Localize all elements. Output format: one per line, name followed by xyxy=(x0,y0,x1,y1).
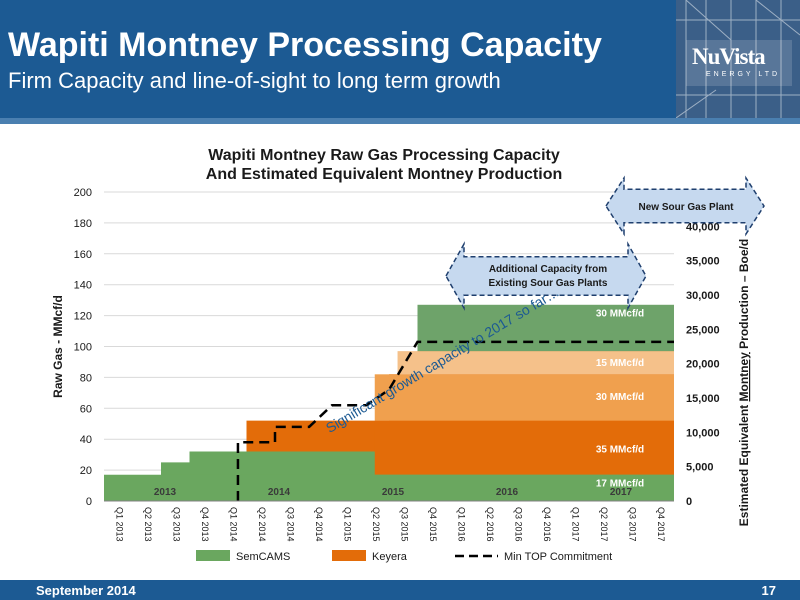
additional-capacity-label-1: Additional Capacity from xyxy=(489,264,607,275)
x-tick-label: Q4 2014 xyxy=(314,507,324,542)
y2-tick-label: 40,000 xyxy=(686,221,720,233)
y-tick-label: 60 xyxy=(80,403,92,415)
y2-tick-label: 0 xyxy=(686,496,692,508)
y2-axis-title-part: Production – Boe/d xyxy=(737,239,751,352)
x-tick-label: Q2 2015 xyxy=(371,507,381,542)
y-tick-label: 0 xyxy=(86,496,92,508)
y-tick-label: 80 xyxy=(80,372,92,384)
x-tick-label: Q2 2016 xyxy=(485,507,495,542)
plant-photo xyxy=(676,0,800,118)
y-tick-label: 20 xyxy=(80,465,92,477)
y2-tick-label: 10,000 xyxy=(686,427,720,439)
y2-tick-label: 30,000 xyxy=(686,290,720,302)
slide-footer: September 2014 17 xyxy=(0,580,800,600)
x-tick-label: Q2 2014 xyxy=(257,507,267,542)
footer-date: September 2014 xyxy=(36,583,136,598)
additional-capacity-label-2: Existing Sour Gas Plants xyxy=(489,278,608,289)
additional-capacity-arrow xyxy=(445,241,647,311)
x-tick-label: Q3 2013 xyxy=(171,507,181,542)
x-tick-label: Q1 2017 xyxy=(570,507,580,542)
year-label: 2015 xyxy=(382,487,405,498)
x-tick-label: Q1 2016 xyxy=(456,507,466,542)
capacity-chart: Wapiti Montney Raw Gas Processing Capaci… xyxy=(51,147,765,563)
y2-tick-label: 25,000 xyxy=(686,324,720,336)
band-label-17: 17 MMcf/d xyxy=(596,478,644,489)
x-tick-label: Q3 2017 xyxy=(627,507,637,542)
y2-axis-title: Estimated Equivalent Montney Production … xyxy=(737,239,751,526)
y-axis-title: Raw Gas - MMcf/d xyxy=(51,295,65,398)
legend-label-top: Min TOP Commitment xyxy=(504,551,612,563)
x-tick-label: Q4 2013 xyxy=(200,507,210,542)
new-sour-gas-arrow xyxy=(605,175,765,237)
slide-title: Wapiti Montney Processing Capacity xyxy=(8,26,602,64)
future-band-30 xyxy=(374,374,674,421)
y-tick-label: 140 xyxy=(74,280,92,292)
chart-area: Wapiti Montney Raw Gas Processing Capaci… xyxy=(0,124,800,578)
logo-text: NuVista xyxy=(692,44,766,69)
x-tick-label: Q3 2015 xyxy=(399,507,409,542)
slide-header: Wapiti Montney Processing Capacity Firm … xyxy=(0,0,800,118)
y-tick-label: 100 xyxy=(74,342,92,354)
x-tick-label: Q2 2013 xyxy=(143,507,153,542)
y-tick-label: 40 xyxy=(80,434,92,446)
year-label: 2017 xyxy=(610,487,633,498)
slide-subtitle: Firm Capacity and line-of-sight to long … xyxy=(8,68,501,93)
y2-axis-title-part: Montney xyxy=(737,352,751,402)
logo-subtext: ENERGY LTD xyxy=(706,71,781,78)
y2-tick-label: 20,000 xyxy=(686,359,720,371)
band-label-35: 35 MMcf/d xyxy=(596,444,644,455)
company-logo: NuVista ENERGY LTD xyxy=(676,0,800,118)
chart-title-line1: Wapiti Montney Raw Gas Processing Capaci… xyxy=(208,147,560,164)
legend-label-semcams: SemCAMS xyxy=(236,551,290,563)
future-band-35 xyxy=(374,420,674,475)
future-band-30-top xyxy=(417,304,674,352)
band-label-15: 15 MMcf/d xyxy=(596,358,644,369)
page-number: 17 xyxy=(761,583,776,598)
chart-title-line2: And Estimated Equivalent Montney Product… xyxy=(206,166,562,183)
legend-swatch-keyera xyxy=(332,550,366,561)
y-tick-label: 200 xyxy=(74,187,92,199)
legend-label-keyera: Keyera xyxy=(372,551,408,563)
y2-tick-label: 5,000 xyxy=(686,462,714,474)
y-tick-label: 160 xyxy=(74,249,92,261)
x-tick-label: Q4 2016 xyxy=(542,507,552,542)
future-band-15 xyxy=(397,351,674,375)
x-tick-label: Q1 2014 xyxy=(228,507,238,542)
semcams-base-band xyxy=(104,474,674,501)
x-tick-label: Q3 2016 xyxy=(513,507,523,542)
header-divider xyxy=(0,118,800,124)
year-label: 2013 xyxy=(154,487,177,498)
y-tick-label: 120 xyxy=(74,311,92,323)
x-tick-label: Q4 2015 xyxy=(428,507,438,542)
x-tick-label: Q4 2017 xyxy=(656,507,666,542)
legend-swatch-semcams xyxy=(196,550,230,561)
x-tick-label: Q1 2015 xyxy=(342,507,352,542)
min-top-line xyxy=(236,340,674,501)
x-tick-label: Q1 2013 xyxy=(114,507,124,542)
x-tick-label: Q3 2014 xyxy=(285,507,295,542)
y2-tick-label: 35,000 xyxy=(686,256,720,268)
new-sour-gas-label: New Sour Gas Plant xyxy=(638,202,734,213)
y-tick-label: 180 xyxy=(74,218,92,230)
x-tick-label: Q2 2017 xyxy=(599,507,609,542)
y2-tick-label: 15,000 xyxy=(686,393,720,405)
band-label-30: 30 MMcf/d xyxy=(596,392,644,403)
year-label: 2016 xyxy=(496,487,519,498)
year-label: 2014 xyxy=(268,487,291,498)
y2-axis-title-part: Estimated Equivalent xyxy=(737,401,751,526)
band-label-30-top: 30 MMcf/d xyxy=(596,309,644,320)
